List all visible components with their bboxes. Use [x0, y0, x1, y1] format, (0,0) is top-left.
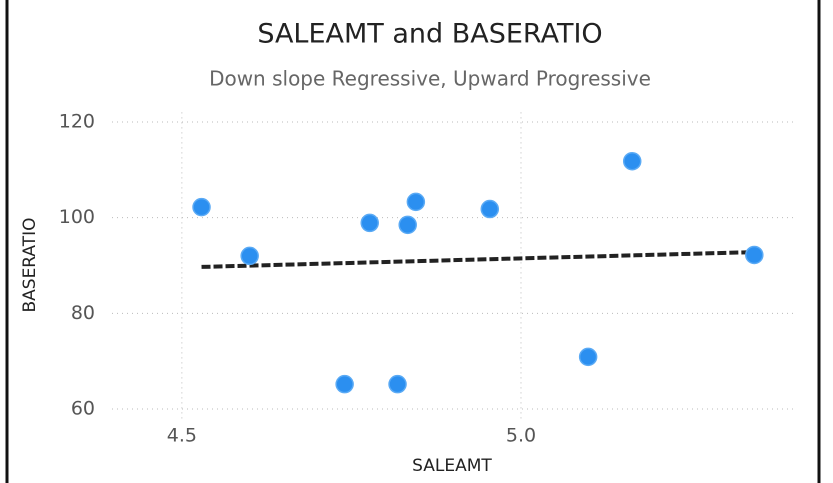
- point: [398, 215, 417, 235]
- point: [192, 197, 211, 217]
- y-tick-label: 100: [59, 206, 95, 228]
- x-tick-label: 4.5: [167, 425, 197, 447]
- y-tick-label: 60: [71, 398, 95, 420]
- point: [388, 374, 407, 394]
- point: [745, 245, 764, 265]
- x-tick-label: 5.0: [506, 425, 536, 447]
- y-tick-label: 80: [71, 302, 95, 324]
- y-tick-label: 120: [59, 110, 95, 132]
- point: [360, 213, 379, 233]
- trend-line: [201, 250, 755, 269]
- point: [578, 347, 598, 367]
- point: [335, 374, 354, 394]
- point: [622, 151, 642, 171]
- point: [240, 246, 259, 266]
- y-axis-title: BASERATIO: [20, 217, 40, 312]
- point: [480, 199, 500, 219]
- point: [406, 192, 426, 212]
- chart-subtitle: Down slope Regressive, Upward Progressiv…: [209, 67, 651, 91]
- x-axis-title: SALEAMT: [412, 456, 492, 476]
- chart-title: SALEAMT and BASERATIO: [257, 19, 602, 50]
